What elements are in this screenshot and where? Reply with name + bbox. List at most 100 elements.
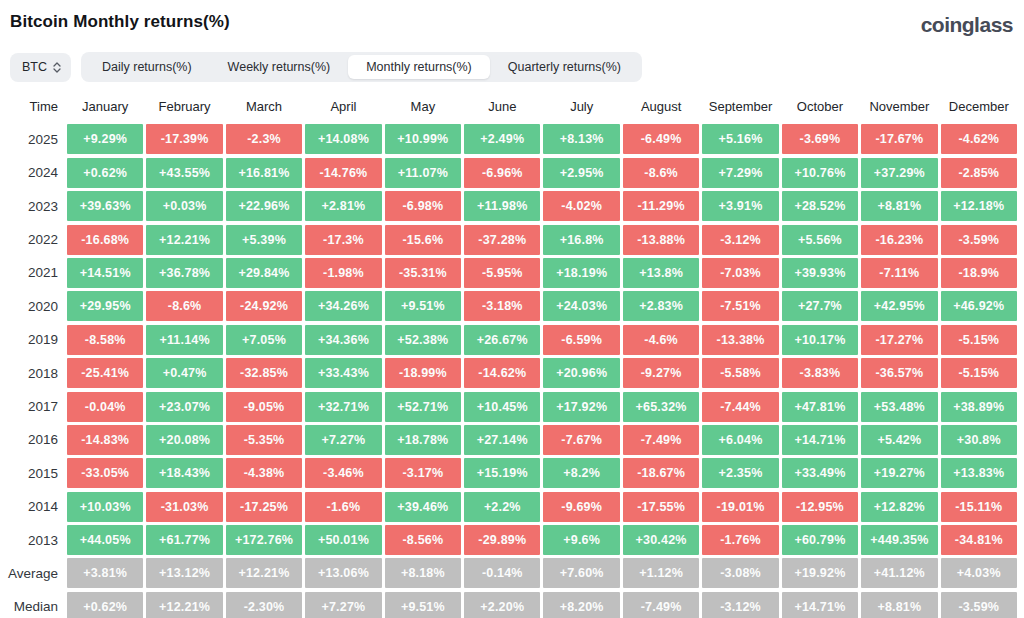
return-cell: +7.29%	[702, 158, 778, 188]
row-label-2021: 2021	[10, 258, 64, 288]
row-label-2018: 2018	[10, 358, 64, 388]
return-cell: +33.49%	[782, 458, 858, 488]
controls-row: BTC Daily returns(%)Weekly returns(%)Mon…	[10, 52, 1017, 82]
return-cell: -7.51%	[702, 291, 778, 321]
return-cell: -3.12%	[702, 592, 778, 618]
return-cell: -24.92%	[226, 291, 302, 321]
return-cell: -8.6%	[623, 158, 699, 188]
return-cell: -32.85%	[226, 358, 302, 388]
return-cell: +39.46%	[385, 492, 461, 522]
return-cell: +449.35%	[861, 525, 937, 555]
return-cell: +27.14%	[464, 425, 540, 455]
return-cell: -14.83%	[67, 425, 143, 455]
tab-weekly-returns[interactable]: Weekly returns(%)	[210, 55, 349, 79]
return-cell: +7.27%	[305, 592, 381, 618]
return-cell: -8.58%	[67, 325, 143, 355]
return-cell: +14.51%	[67, 258, 143, 288]
column-header-march: March	[226, 94, 302, 118]
topbar: Bitcoin Monthly returns(%) coinglass	[10, 12, 1017, 35]
return-cell: +13.83%	[941, 458, 1017, 488]
return-cell: +10.76%	[782, 158, 858, 188]
return-cell: -25.41%	[67, 358, 143, 388]
return-cell: +61.77%	[146, 525, 222, 555]
return-cell: +50.01%	[305, 525, 381, 555]
return-cell: -14.76%	[305, 158, 381, 188]
return-cell: +2.49%	[464, 124, 540, 154]
return-cell: +18.19%	[543, 258, 619, 288]
return-cell: -3.17%	[385, 458, 461, 488]
return-cell: +0.03%	[146, 191, 222, 221]
return-cell: +5.39%	[226, 225, 302, 255]
return-cell: -36.57%	[861, 358, 937, 388]
return-cell: +8.18%	[385, 558, 461, 588]
return-cell: -2.3%	[226, 124, 302, 154]
return-cell: -17.39%	[146, 124, 222, 154]
return-cell: -3.69%	[782, 124, 858, 154]
return-cell: -3.18%	[464, 291, 540, 321]
return-cell: -4.38%	[226, 458, 302, 488]
return-cell: +19.92%	[782, 558, 858, 588]
return-cell: +14.08%	[305, 124, 381, 154]
updown-arrows-icon	[53, 62, 61, 73]
return-cell: -1.98%	[305, 258, 381, 288]
return-cell: +27.7%	[782, 291, 858, 321]
return-cell: +8.2%	[543, 458, 619, 488]
return-cell: -3.83%	[782, 358, 858, 388]
return-cell: -3.12%	[702, 225, 778, 255]
return-cell: -13.38%	[702, 325, 778, 355]
return-cell: -7.03%	[702, 258, 778, 288]
return-cell: -5.58%	[702, 358, 778, 388]
return-cell: -12.95%	[782, 492, 858, 522]
row-label-2025: 2025	[10, 124, 64, 154]
symbol-select[interactable]: BTC	[10, 53, 71, 82]
return-cell: -5.15%	[941, 325, 1017, 355]
return-cell: +20.96%	[543, 358, 619, 388]
column-header-february: February	[146, 94, 222, 118]
return-cell: +2.20%	[464, 592, 540, 618]
return-cell: -18.9%	[941, 258, 1017, 288]
return-cell: +10.45%	[464, 392, 540, 422]
return-cell: -1.6%	[305, 492, 381, 522]
return-cell: +12.82%	[861, 492, 937, 522]
return-cell: -16.68%	[67, 225, 143, 255]
return-cell: -3.46%	[305, 458, 381, 488]
return-cell: -6.96%	[464, 158, 540, 188]
return-cell: -29.89%	[464, 525, 540, 555]
return-cell: +34.36%	[305, 325, 381, 355]
return-cell: -5.15%	[941, 358, 1017, 388]
return-cell: -17.67%	[861, 124, 937, 154]
return-cell: +3.81%	[67, 558, 143, 588]
return-cell: +4.03%	[941, 558, 1017, 588]
column-header-september: September	[702, 94, 778, 118]
return-cell: +18.78%	[385, 425, 461, 455]
return-cell: +52.38%	[385, 325, 461, 355]
return-cell: -5.95%	[464, 258, 540, 288]
row-label-2014: 2014	[10, 492, 64, 522]
return-cell: -3.08%	[702, 558, 778, 588]
return-cell: -3.59%	[941, 225, 1017, 255]
return-cell: -13.88%	[623, 225, 699, 255]
return-cell: +2.81%	[305, 191, 381, 221]
return-cell: +53.48%	[861, 392, 937, 422]
return-cell: +9.51%	[385, 592, 461, 618]
return-cell: +44.05%	[67, 525, 143, 555]
returns-tab-group: Daily returns(%)Weekly returns(%)Monthly…	[81, 52, 642, 82]
row-label-2016: 2016	[10, 425, 64, 455]
column-header-december: December	[941, 94, 1017, 118]
return-cell: -9.05%	[226, 392, 302, 422]
tab-daily-returns[interactable]: Daily returns(%)	[84, 55, 210, 79]
return-cell: -14.62%	[464, 358, 540, 388]
return-cell: +15.19%	[464, 458, 540, 488]
column-header-august: August	[623, 94, 699, 118]
row-label-2019: 2019	[10, 325, 64, 355]
return-cell: +32.71%	[305, 392, 381, 422]
return-cell: +5.56%	[782, 225, 858, 255]
return-cell: +52.71%	[385, 392, 461, 422]
tab-monthly-returns[interactable]: Monthly returns(%)	[348, 55, 490, 79]
return-cell: +5.42%	[861, 425, 937, 455]
return-cell: -4.62%	[941, 124, 1017, 154]
tab-quarterly-returns[interactable]: Quarterly returns(%)	[490, 55, 639, 79]
column-header-july: July	[543, 94, 619, 118]
column-header-january: January	[67, 94, 143, 118]
return-cell: +1.12%	[623, 558, 699, 588]
